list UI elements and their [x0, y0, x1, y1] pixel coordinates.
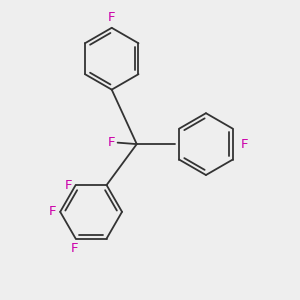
Text: F: F — [240, 138, 248, 151]
Text: F: F — [70, 242, 78, 255]
Text: F: F — [108, 11, 116, 24]
Text: F: F — [108, 136, 115, 149]
Text: F: F — [49, 205, 57, 218]
Text: F: F — [64, 178, 72, 192]
